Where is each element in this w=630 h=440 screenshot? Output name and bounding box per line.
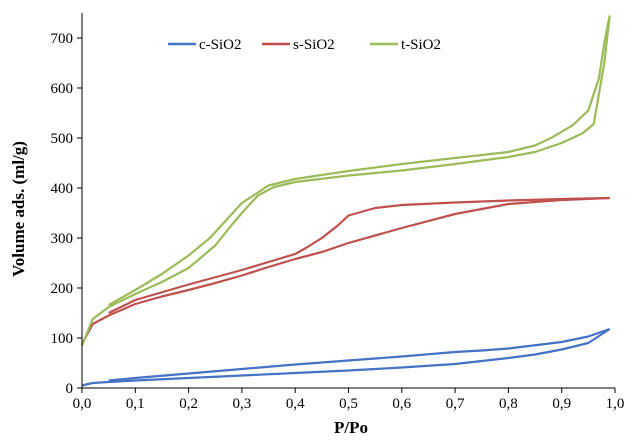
x-axis-title: P/Po [334, 418, 368, 437]
y-tick-label: 0 [66, 381, 74, 397]
y-tick-label: 400 [51, 181, 74, 197]
y-tick-label: 500 [51, 131, 74, 147]
x-tick-label: 0,1 [126, 396, 145, 412]
y-tick-label: 700 [51, 31, 74, 47]
legend-label-t-sio2: t-SiO2 [401, 37, 441, 53]
series-c-sio2-desorption-line [108, 327, 611, 382]
series-t-sio2-desorption-line [108, 15, 611, 306]
x-tick-label: 0,2 [179, 396, 198, 412]
y-tick-label: 100 [51, 331, 74, 347]
y-tick-label: 200 [51, 281, 74, 297]
x-tick-label: 0,0 [73, 396, 92, 412]
y-tick-label: 600 [51, 81, 74, 97]
series-s-sio2-adsorption-line [81, 196, 610, 345]
legend: c-SiO2 s-SiO2 t-SiO2 [168, 37, 441, 53]
x-tick-label: 0,8 [499, 396, 518, 412]
legend-label-s-sio2: s-SiO2 [293, 37, 335, 53]
x-tick-label: 0,9 [552, 396, 571, 412]
series-s-sio2-desorption-line [108, 196, 610, 314]
y-axis-title: Volume ads. (ml/g) [9, 141, 28, 277]
x-tick-label: 0,7 [446, 396, 465, 412]
y-tick-label: 300 [51, 231, 74, 247]
legend-label-c-sio2: c-SiO2 [199, 37, 242, 53]
x-tick-label: 1,0 [606, 396, 625, 412]
x-tick-label: 0,4 [286, 396, 305, 412]
x-tick-label: 0,6 [392, 396, 411, 412]
axes: 0,0 0,1 0,2 0,3 0,4 0,5 0,6 0,7 0,8 0,9 1,0 0 100 200… [51, 13, 625, 412]
x-tick-label: 0,3 [233, 396, 252, 412]
series-t-sio2-adsorption-line [80, 15, 611, 346]
plot-area [80, 15, 611, 387]
x-tick-label: 0,5 [339, 396, 358, 412]
series-c-sio2-adsorption-line [81, 328, 611, 387]
